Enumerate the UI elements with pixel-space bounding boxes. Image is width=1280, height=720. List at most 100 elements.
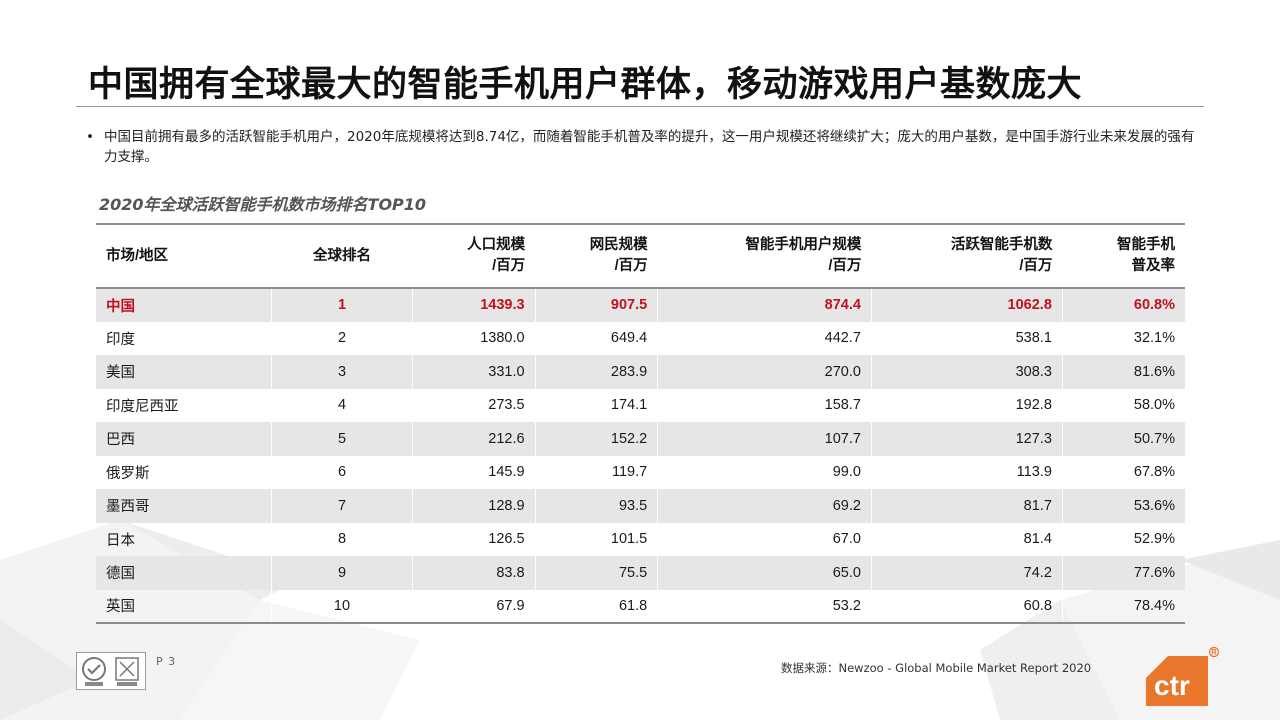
table-row: 俄罗斯 6 145.9 119.7 99.0 113.9 67.8% [96,455,1185,489]
header-smartphone-penetration: 智能手机 普及率 [1117,237,1175,274]
cell-penetration: 32.1% [1133,330,1175,347]
table-row: 美国 3 331.0 283.9 270.0 308.3 81.6% [96,355,1185,389]
cell-penetration: 52.9% [1133,531,1175,548]
header-internet-users: 网民规模/百万 [589,237,648,274]
page-title: 中国拥有全球最大的智能手机用户群体，移动游戏用户基数庞大 [88,65,1083,105]
cell-penetration: 60.8% [1133,297,1175,314]
cell-penetration: 53.6% [1133,497,1175,514]
header-market: 市场/地区 [106,247,169,264]
cell-smartphone-users: 158.7 [657,388,872,422]
certification-badges [76,652,146,690]
accreditation-icon [115,657,139,686]
cell-market: 中国 [96,288,272,322]
header-active-smartphones: 活跃智能手机数/百万 [950,237,1053,274]
cell-internet-users: 174.1 [535,388,659,422]
cell-internet-users: 75.5 [535,556,659,590]
cell-smartphone-users: 69.2 [657,489,872,523]
cell-smartphone-users: 99.0 [657,455,872,489]
header-population: 人口规模/百万 [467,237,526,274]
cell-rank: 6 [271,455,413,489]
cell-active-smartphones: 127.3 [871,422,1063,456]
cell-market: 俄罗斯 [96,455,272,489]
cell-market: 美国 [96,355,272,389]
table-row: 日本 8 126.5 101.5 67.0 81.4 52.9% [96,522,1185,556]
bullet-paragraph: • 中国目前拥有最多的活跃智能手机用户，2020年底规模将达到8.74亿，而随着… [86,127,1196,167]
cell-smartphone-users: 67.0 [657,522,872,556]
cell-population: 83.8 [412,556,536,590]
cell-population: 145.9 [412,455,536,489]
cell-internet-users: 907.5 [535,288,659,322]
cell-population: 1439.3 [412,288,536,322]
cell-active-smartphones: 81.4 [871,522,1063,556]
ctr-logo: ctr [1146,646,1220,706]
cell-smartphone-users: 107.7 [657,422,872,456]
table-row: 墨西哥 7 128.9 93.5 69.2 81.7 53.6% [96,489,1185,523]
table-row: 印度 2 1380.0 649.4 442.7 538.1 32.1% [96,321,1185,355]
cell-active-smartphones: 60.8 [871,589,1063,623]
cell-active-smartphones: 74.2 [871,556,1063,590]
cell-internet-users: 119.7 [535,455,659,489]
cell-internet-users: 101.5 [535,522,659,556]
ranking-table: 市场/地区 全球排名 人口规模/百万 网民规模/百万 智能手机用户规模/百万 活跃智能手机… [96,223,1185,624]
cell-internet-users: 283.9 [535,355,659,389]
cell-population: 331.0 [412,355,536,389]
cell-smartphone-users: 442.7 [657,321,872,355]
cell-rank: 2 [271,321,413,355]
registered-mark-icon [1208,646,1220,658]
cell-active-smartphones: 81.7 [871,489,1063,523]
cell-market: 墨西哥 [96,489,272,523]
bullet-marker: • [86,129,94,145]
bullet-text: 中国目前拥有最多的活跃智能手机用户，2020年底规模将达到8.74亿，而随着智能… [104,129,1195,165]
table-row: 中国 1 1439.3 907.5 874.4 1062.8 60.8% [96,288,1185,322]
cell-market: 印度 [96,321,272,355]
table-body: 中国 1 1439.3 907.5 874.4 1062.8 60.8% 印度 2 1380.0 6… [96,288,1185,623]
cell-population: 1380.0 [412,321,536,355]
cell-penetration: 78.4% [1133,597,1175,614]
table-title: 2020年全球活跃智能手机数市场排名TOP10 [99,195,427,214]
cell-market: 德国 [96,556,272,590]
cell-rank: 3 [271,355,413,389]
cell-penetration: 50.7% [1133,430,1175,447]
cell-rank: 9 [271,556,413,590]
quality-cert-icon [82,657,106,686]
table-header-row: 市场/地区 全球排名 人口规模/百万 网民规模/百万 智能手机用户规模/百万 活跃智能手机… [96,224,1185,288]
cell-active-smartphones: 192.8 [871,388,1063,422]
cell-market: 巴西 [96,422,272,456]
cell-active-smartphones: 538.1 [871,321,1063,355]
cell-market: 日本 [96,522,272,556]
cell-internet-users: 93.5 [535,489,659,523]
cell-population: 67.9 [412,589,536,623]
table-row: 印度尼西亚 4 273.5 174.1 158.7 192.8 58.0% [96,388,1185,422]
cell-population: 126.5 [412,522,536,556]
cell-penetration: 67.8% [1133,464,1175,481]
cell-rank: 4 [271,388,413,422]
cell-smartphone-users: 53.2 [657,589,872,623]
cell-active-smartphones: 308.3 [871,355,1063,389]
cell-penetration: 77.6% [1133,564,1175,581]
cell-smartphone-users: 270.0 [657,355,872,389]
cell-market: 英国 [96,589,272,623]
cell-population: 128.9 [412,489,536,523]
cell-market: 印度尼西亚 [96,388,272,422]
table-row: 德国 9 83.8 75.5 65.0 74.2 77.6% [96,556,1185,590]
header-smartphone-users: 智能手机用户规模/百万 [745,237,862,274]
cell-smartphone-users: 874.4 [657,288,872,322]
data-source-note: 数据来源：Newzoo - Global Mobile Market Repor… [781,661,1092,675]
cell-rank: 1 [271,288,413,322]
cell-population: 273.5 [412,388,536,422]
cell-rank: 7 [271,489,413,523]
logo-wordmark: ctr [1154,670,1190,701]
cell-internet-users: 61.8 [535,589,659,623]
cell-smartphone-users: 65.0 [657,556,872,590]
cell-rank: 8 [271,522,413,556]
cell-internet-users: 152.2 [535,422,659,456]
header-global-rank: 全球排名 [313,247,371,264]
table-row: 英国 10 67.9 61.8 53.2 60.8 78.4% [96,589,1185,623]
cell-penetration: 81.6% [1133,363,1175,380]
cell-internet-users: 649.4 [535,321,659,355]
title-divider [76,106,1204,107]
cell-rank: 5 [271,422,413,456]
page-number: P 3 [156,655,177,668]
cell-active-smartphones: 1062.8 [871,288,1063,322]
cell-rank: 10 [271,589,413,623]
